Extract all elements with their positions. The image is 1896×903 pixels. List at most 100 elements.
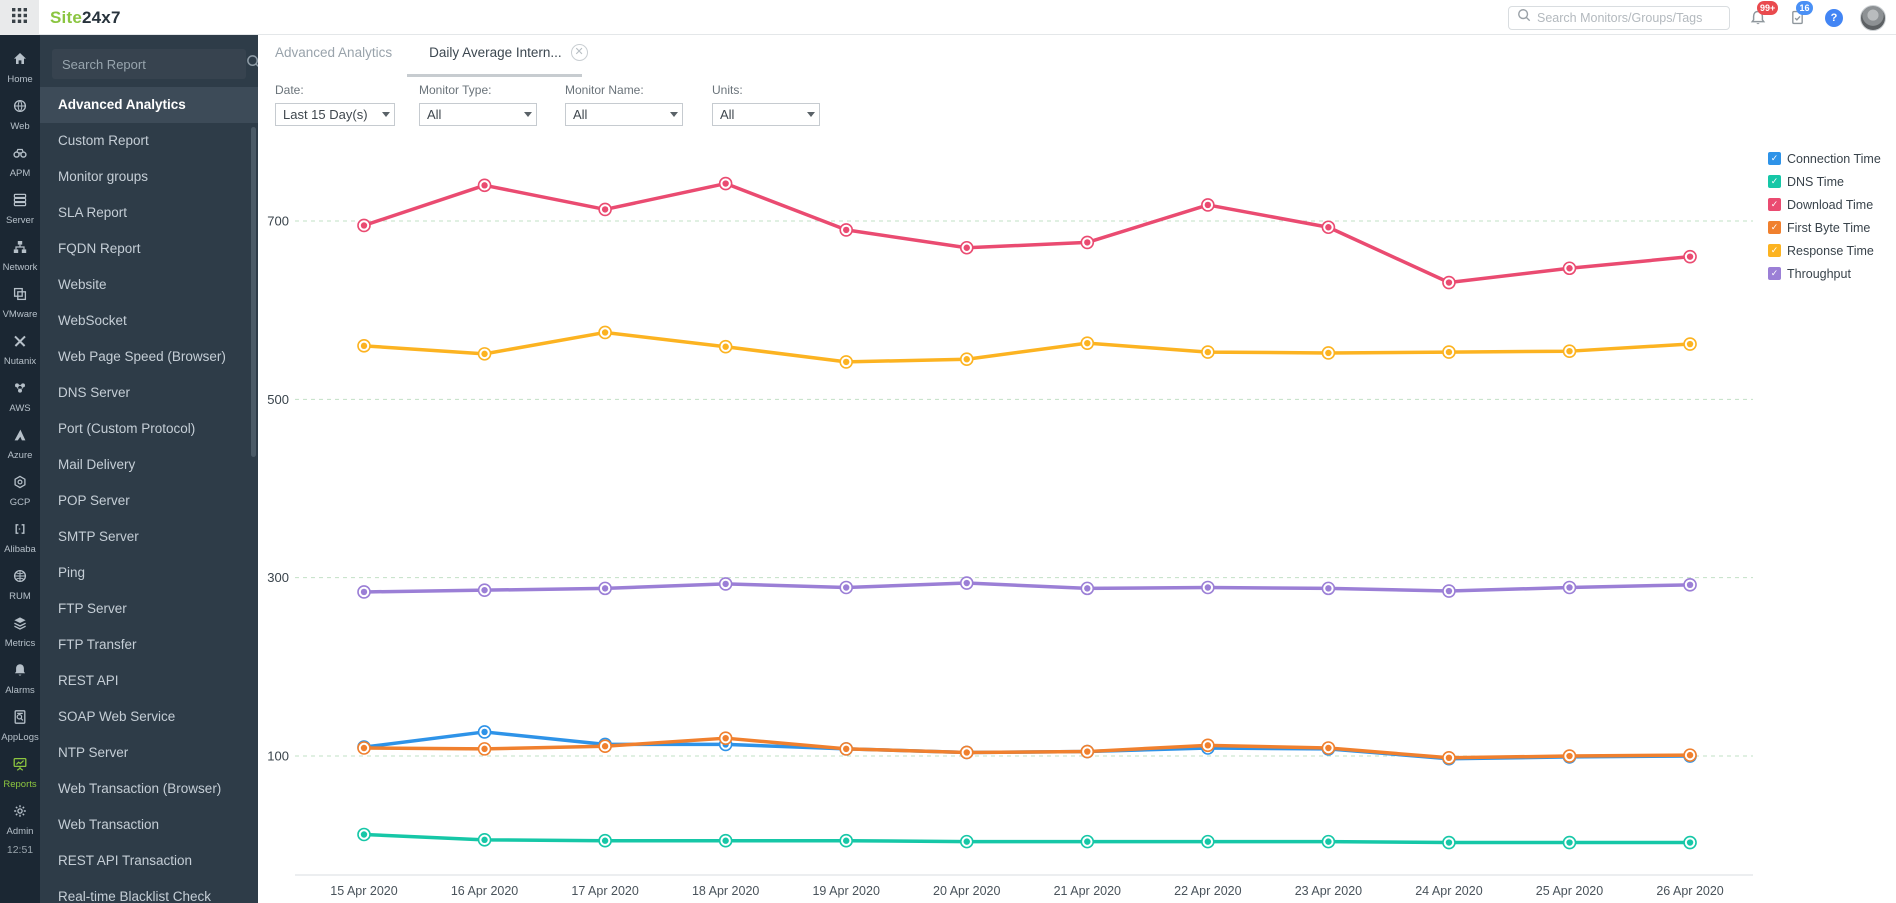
sidebar-item-dns-server[interactable]: DNS Server [58, 385, 131, 400]
legend-item-dns-time[interactable]: ✓ DNS Time [1768, 170, 1881, 193]
azure-icon [12, 427, 28, 448]
rail-item-network[interactable]: Network [0, 232, 40, 279]
rail-item-nutanix[interactable]: Nutanix [0, 326, 40, 373]
monitor-name-select[interactable]: All [565, 103, 683, 126]
rail-item-label: RUM [9, 590, 31, 602]
alibaba-icon [12, 521, 28, 542]
site24x7-logo[interactable]: Site24x7 [50, 8, 121, 27]
rail-item-gcp[interactable]: GCP [0, 467, 40, 514]
units-select[interactable]: All [712, 103, 820, 126]
app-launcher-button[interactable] [0, 0, 39, 35]
avatar[interactable] [1860, 4, 1886, 31]
x-tick-label: 15 Apr 2020 [330, 884, 397, 898]
tasks-button[interactable]: 16 [1786, 0, 1813, 29]
rail-item-label: Nutanix [3, 355, 37, 367]
sidebar-item-real-time-blacklist-check[interactable]: Real-time Blacklist Check [58, 889, 212, 903]
sidebar-item-website[interactable]: Website [58, 277, 107, 292]
rail-item-admin[interactable]: Admin [0, 796, 40, 843]
global-search[interactable] [1508, 5, 1730, 30]
rail-item-applogs[interactable]: AppLogs [0, 702, 40, 749]
monitor-type-select[interactable]: All [419, 103, 537, 126]
sidebar-item-web-transaction-browser-[interactable]: Web Transaction (Browser) [58, 781, 222, 796]
rail-item-aws[interactable]: AWS [0, 373, 40, 420]
data-point-core [1566, 265, 1573, 272]
rail-item-metrics[interactable]: Metrics [0, 608, 40, 655]
data-point-core [963, 244, 970, 251]
legend-item-connection-time[interactable]: ✓ Connection Time [1768, 147, 1881, 170]
rail-item-server[interactable]: Server [0, 185, 40, 232]
legend-item-throughput[interactable]: ✓ Throughput [1768, 262, 1881, 285]
checked-checkbox-icon[interactable]: ✓ [1768, 152, 1781, 165]
sidebar-item-sla-report[interactable]: SLA Report [58, 205, 128, 220]
data-point-core [1325, 585, 1332, 592]
rail-item-label: GCP [9, 496, 31, 508]
sidebar-item-ftp-server[interactable]: FTP Server [58, 601, 127, 616]
rail-item-vmware[interactable]: VMware [0, 279, 40, 326]
sidebar-item-rest-api-transaction[interactable]: REST API Transaction [58, 853, 193, 868]
rail-item-alibaba[interactable]: Alibaba [0, 514, 40, 561]
rail-item-rum[interactable]: RUM [0, 561, 40, 608]
tab-advanced-analytics[interactable]: Advanced Analytics [275, 45, 393, 60]
notifications-count-badge: 99+ [1757, 0, 1779, 15]
sidebar-item-web-transaction[interactable]: Web Transaction [58, 817, 160, 832]
rail-item-label: Admin [6, 825, 34, 837]
global-search-input[interactable] [1537, 10, 1721, 25]
sidebar-item-pop-server[interactable]: POP Server [58, 493, 130, 508]
sidebar-item-ntp-server[interactable]: NTP Server [58, 745, 129, 760]
sidebar-item-custom-report[interactable]: Custom Report [58, 133, 149, 148]
legend-item-response-time[interactable]: ✓ Response Time [1768, 239, 1881, 262]
data-point-core [1325, 349, 1332, 357]
data-point-core [1204, 742, 1212, 749]
sidebar-scrollbar[interactable] [251, 127, 256, 457]
data-point-core [1445, 839, 1453, 846]
sidebar-item-monitor-groups[interactable]: Monitor groups [58, 169, 149, 184]
rail-item-alarms[interactable]: Alarms [0, 655, 40, 702]
legend-item-download-time[interactable]: ✓ Download Time [1768, 193, 1881, 216]
report-search-input[interactable] [62, 56, 238, 72]
data-point-core [843, 584, 850, 591]
checked-checkbox-icon[interactable]: ✓ [1768, 221, 1781, 234]
filter-date-label: Date: [275, 83, 304, 97]
rail-item-azure[interactable]: Azure [0, 420, 40, 467]
report-search[interactable] [52, 49, 258, 79]
sidebar-item-soap-web-service[interactable]: SOAP Web Service [58, 709, 176, 724]
x-tick-label: 22 Apr 2020 [1174, 884, 1241, 898]
data-point-core [601, 585, 609, 592]
rail-item-home[interactable]: Home [0, 44, 40, 91]
data-point-core [1084, 748, 1091, 755]
sidebar-item-ftp-transfer[interactable]: FTP Transfer [58, 637, 137, 652]
data-point-core [360, 831, 368, 838]
tab-daily-average-internet[interactable]: Daily Average Intern... ✕ [429, 44, 588, 61]
rail-item-reports[interactable]: Reports [0, 749, 40, 796]
legend-item-first-byte-time[interactable]: ✓ First Byte Time [1768, 216, 1881, 239]
metrics-icon [12, 615, 28, 636]
filter-units: Units: All [712, 83, 820, 126]
sidebar-item-mail-delivery[interactable]: Mail Delivery [58, 457, 136, 472]
checked-checkbox-icon[interactable]: ✓ [1768, 198, 1781, 211]
sidebar-item-websocket[interactable]: WebSocket [58, 313, 127, 328]
checked-checkbox-icon[interactable]: ✓ [1768, 175, 1781, 188]
sidebar-item-web-page-speed-browser-[interactable]: Web Page Speed (Browser) [58, 349, 226, 364]
filter-monitor-type-label: Monitor Type: [419, 83, 492, 97]
sidebar-item-port-custom-protocol-[interactable]: Port (Custom Protocol) [58, 421, 196, 436]
rail-item-apm[interactable]: APM [0, 138, 40, 185]
sidebar-item-advanced-analytics[interactable]: Advanced Analytics [40, 87, 258, 123]
checked-checkbox-icon[interactable]: ✓ [1768, 244, 1781, 257]
rail-item-label: AppLogs [1, 731, 39, 743]
notifications-button[interactable]: 99+ [1747, 0, 1779, 29]
nutanix-icon [12, 333, 28, 354]
tasks-count-badge: 16 [1796, 0, 1813, 15]
help-button[interactable]: ? [1825, 8, 1843, 27]
sidebar-item-fqdn-report[interactable]: FQDN Report [58, 241, 141, 256]
sidebar-item-smtp-server[interactable]: SMTP Server [58, 529, 139, 544]
checked-checkbox-icon[interactable]: ✓ [1768, 267, 1781, 280]
active-tab-underline [407, 74, 582, 77]
date-select[interactable]: Last 15 Day(s) [275, 103, 395, 126]
close-icon[interactable]: ✕ [570, 44, 588, 61]
rail-item-web[interactable]: Web [0, 91, 40, 138]
sidebar-item-rest-api[interactable]: REST API [58, 673, 119, 688]
sidebar-item-ping[interactable]: Ping [58, 565, 86, 580]
data-point-core [481, 728, 488, 736]
y-tick-label: 700 [267, 214, 289, 229]
rail-item-label: AWS [9, 402, 31, 414]
